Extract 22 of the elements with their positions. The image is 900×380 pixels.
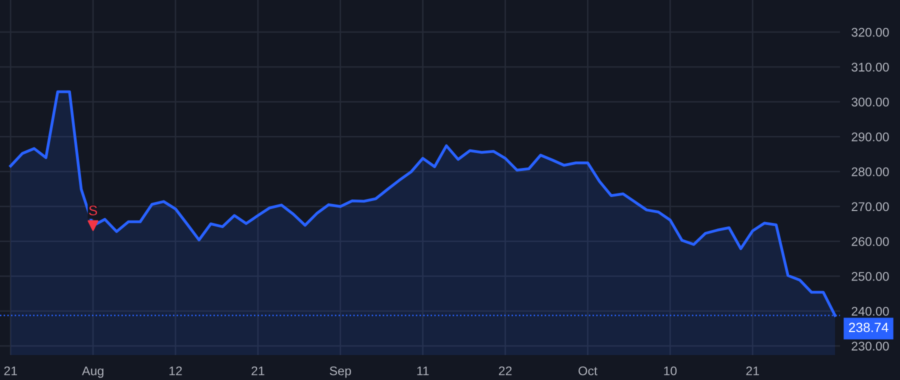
x-tick-label: 11 bbox=[417, 366, 429, 376]
y-tick-label: 230.00 bbox=[852, 342, 889, 351]
x-tick-label: 12 bbox=[169, 366, 182, 376]
ref-line-label: 238.74 bbox=[848, 322, 888, 332]
x-tick-label: Sep bbox=[330, 366, 351, 378]
y-tick-label: 280.00 bbox=[852, 167, 889, 176]
x-tick-label: 21 bbox=[746, 366, 759, 376]
x-tick-label: 22 bbox=[498, 366, 512, 376]
y-tick-label: 310.00 bbox=[852, 62, 889, 72]
y-tick-label: 290.00 bbox=[852, 132, 889, 142]
x-tick-label: 21 bbox=[252, 366, 264, 376]
y-tick-label: 270.00 bbox=[852, 202, 889, 212]
annotation: S bbox=[89, 206, 98, 216]
y-tick-label: 240.00 bbox=[852, 306, 889, 316]
y-tick-label: 250.00 bbox=[852, 272, 889, 281]
x-tick-label: Oct bbox=[578, 366, 598, 376]
x-tick-label: 10 bbox=[664, 366, 677, 376]
x-tick-label: 21 bbox=[4, 366, 17, 376]
y-tick-label: 300.00 bbox=[852, 98, 889, 106]
y-tick-label: 260.00 bbox=[852, 237, 889, 246]
x-tick-label: Aug bbox=[82, 366, 104, 378]
y-tick-label: 320.00 bbox=[852, 28, 889, 37]
